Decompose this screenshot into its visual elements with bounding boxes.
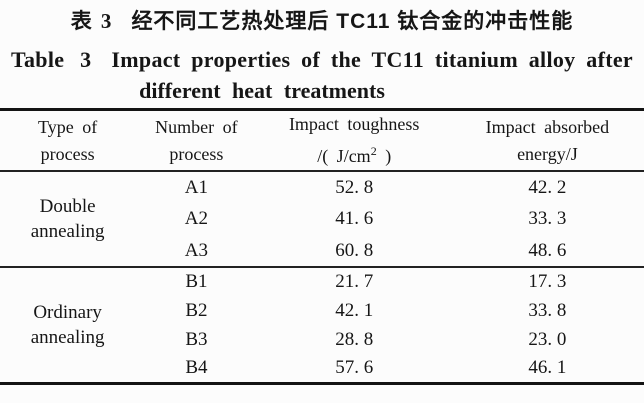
header-text: Impact absorbed	[485, 116, 610, 137]
process-number-cell: B4	[185, 356, 208, 378]
table-caption-english-label: Table 3	[11, 47, 92, 72]
unit-prefix: /( J/cm	[317, 146, 371, 166]
impact-toughness-cell: 42. 1	[335, 299, 374, 321]
process-type-line: annealing	[30, 221, 105, 242]
process-number-cell: B3	[185, 328, 208, 350]
table-header: Type of process Number of process Impact…	[0, 109, 644, 172]
section-ordinary-annealing: Ordinary annealing B1 21. 7 17. 3 B2 42.…	[0, 266, 644, 383]
header-text: Impact toughness	[288, 114, 420, 134]
table-caption-chinese-label: 表 3	[70, 9, 114, 33]
impact-properties-table: Type of process Number of process Impact…	[0, 108, 644, 385]
col-header-impact-absorbed-energy: Impact absorbed energy/J	[450, 109, 644, 172]
table-row: A2 41. 6 33. 3	[0, 203, 644, 235]
impact-toughness-cell: 57. 6	[335, 356, 374, 378]
process-type-line: Double	[39, 196, 96, 217]
absorbed-energy-cell: 17. 3	[450, 266, 644, 296]
process-type-cell: Ordinary annealing	[0, 266, 136, 383]
process-number-cell: B2	[185, 299, 208, 321]
table-row: A3 60. 8 48. 6	[0, 235, 644, 267]
header-text: Type of	[38, 116, 98, 137]
absorbed-energy-cell: 46. 1	[528, 356, 567, 378]
header-unit: /( J/cm2 )	[258, 138, 451, 170]
process-number-cell: A2	[184, 208, 209, 229]
header-text: Number of	[155, 116, 238, 137]
unit-superscript: 2	[370, 144, 377, 158]
header-text: energy/J	[517, 143, 578, 164]
impact-toughness-cell: 28. 8	[335, 328, 374, 350]
table-row: Double annealing A1 52. 8 42. 2	[0, 171, 644, 243]
table-caption-english-line1: Table 3 Impact properties of the TC11 tit…	[0, 44, 644, 76]
table-caption-english-line2: different heat treatments	[139, 78, 385, 103]
impact-toughness-cell: 52. 8	[335, 176, 374, 198]
process-number-cell: B1	[135, 266, 258, 296]
header-text: process	[40, 143, 95, 164]
absorbed-energy-cell: 23. 0	[528, 328, 567, 350]
impact-toughness-cell: 41. 6	[335, 208, 374, 229]
absorbed-energy-cell: 33. 8	[528, 299, 567, 321]
table-row: B4 57. 6 46. 1	[0, 354, 644, 383]
impact-toughness-cell: 21. 7	[257, 266, 451, 296]
absorbed-energy-cell: 33. 3	[528, 208, 567, 229]
table-caption-chinese-text: 经不同工艺热处理后 TC11 钛合金的冲击性能	[131, 10, 574, 33]
col-header-number-of-process: Number of process	[135, 109, 258, 172]
table-caption-chinese: 表 3 经不同工艺热处理后 TC11 钛合金的冲击性能	[0, 6, 644, 36]
col-header-type-of-process: Type of process	[0, 109, 136, 172]
header-row: Type of process Number of process Impact…	[0, 109, 644, 172]
table-caption-english-text: Impact properties of the TC11 titanium a…	[111, 47, 633, 72]
header-text: process	[169, 143, 224, 164]
absorbed-energy-cell: 42. 2	[528, 176, 567, 198]
table-row: B2 42. 1 33. 8	[0, 296, 644, 325]
process-type-line: Ordinary	[33, 301, 102, 323]
process-number-cell: A1	[184, 176, 209, 198]
section-double-annealing: Double annealing A1 52. 8 42. 2 A2 41. 6…	[0, 171, 644, 267]
unit-suffix: )	[376, 146, 392, 166]
table-row: B3 28. 8 23. 0	[0, 325, 644, 354]
process-type-cell: Double annealing	[0, 171, 135, 267]
impact-toughness-cell: 60. 8	[335, 239, 374, 261]
absorbed-energy-cell: 48. 6	[528, 239, 567, 261]
table-row: Ordinary annealing B1 21. 7 17. 3	[0, 266, 644, 383]
process-type-line: annealing	[30, 326, 105, 348]
process-number-cell: A3	[184, 239, 209, 261]
col-header-impact-toughness: Impact toughness /( J/cm2 )	[257, 109, 451, 172]
